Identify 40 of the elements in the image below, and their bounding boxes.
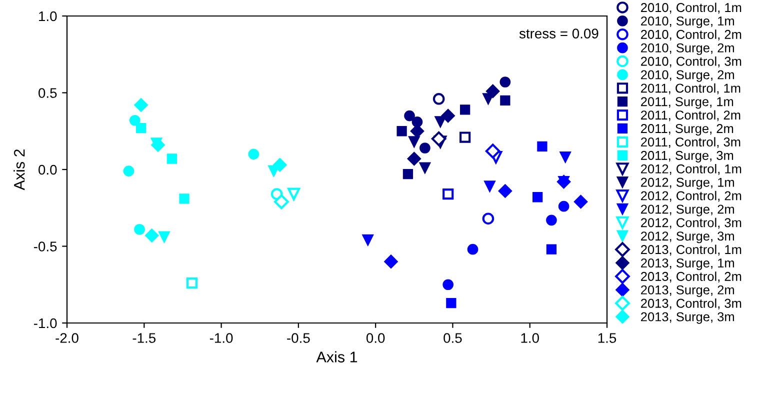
y-tick-label: 0.0 [38,164,57,175]
x-tick-label: 0.5 [444,333,462,343]
y-tick-label: -0.5 [34,242,57,252]
legend-label: 2013, Control, 1m [641,244,742,256]
legend-label: 2013, Control, 3m [641,298,742,310]
x-tick-label: -1.0 [210,333,233,343]
legend-label: 2012, Control, 1m [641,164,742,175]
legend-label: 2010, Control, 2m [641,30,742,40]
legend-label: 2011, Control, 1m [641,83,740,94]
legend-label: 2013, Control, 2m [641,272,742,282]
legend-label: 2012, Control, 2m [641,190,742,202]
legend-label: 2012, Surge, 3m [641,232,734,244]
x-axis-title: Axis 1 [316,351,358,362]
legend-label: 2010, Surge, 1m [641,16,734,28]
x-tick-label: -1.5 [132,333,156,343]
legend-label: 2010, Surge, 2m [641,70,734,82]
legend-label: 2011, Control, 3m [641,137,740,148]
y-axis-title: Axis 2 [14,149,25,190]
legend-label: 2010, Control, 3m [641,56,742,68]
legend-label: 2012, Surge, 2m [641,204,734,216]
legend-label: 2012, Control, 3m [641,218,742,229]
x-tick-label: 1.5 [598,333,616,343]
y-tick-label: -1.0 [34,318,57,328]
legend-label: 2013, Surge, 2m [641,285,734,297]
legend-label: 2013, Surge, 3m [641,312,734,324]
y-tick-label: 0.5 [38,88,57,98]
legend-label: 2012, Surge, 1m [641,178,734,190]
x-tick-label: -0.5 [287,333,310,343]
legend-label: 2013, Surge, 1m [641,258,734,270]
annotation: stress = 0.09 [519,28,598,38]
legend-label: 2011, Surge, 3m [641,150,734,162]
y-tick-label: 1.0 [39,11,57,22]
legend-label: 2011, Control, 2m [641,110,740,122]
legend-label: 2011, Surge, 1m [641,97,734,109]
x-tick-label: -2.0 [56,333,78,343]
x-tick-label: 0.0 [366,333,385,343]
legend-label: 2011, Surge, 2m [641,124,734,136]
x-tick-label: 1.0 [521,333,539,343]
legend-label: 2010, Surge, 2m [641,43,734,55]
legend-label: 2010, Control, 1m [641,2,742,14]
